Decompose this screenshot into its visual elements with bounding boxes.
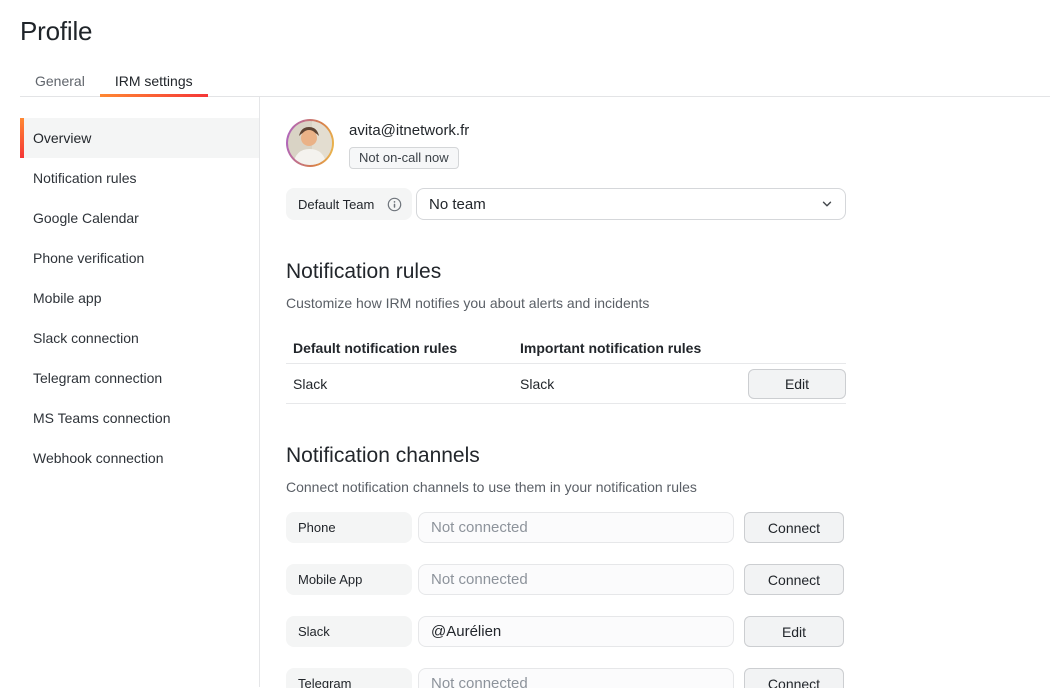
default-team-row: Default Team No team: [286, 188, 846, 220]
column-header-default: Default notification rules: [293, 339, 458, 356]
connect-telegram-button[interactable]: Connect: [744, 668, 844, 688]
avatar: [286, 119, 334, 167]
channel-label: Mobile App: [286, 564, 412, 595]
sidebar-item-slack-connection[interactable]: Slack connection: [20, 318, 259, 358]
sidebar-item-ms-teams-connection[interactable]: MS Teams connection: [20, 398, 259, 438]
notification-rules-table: Default notification rules Important not…: [286, 332, 846, 404]
sidebar-item-label: Telegram connection: [33, 370, 163, 386]
default-team-label: Default Team: [298, 196, 375, 212]
channel-label: Phone: [286, 512, 412, 543]
user-info-row: avita@itnetwork.fr Not on-call now: [286, 119, 846, 169]
connect-mobile-app-button[interactable]: Connect: [744, 564, 844, 595]
notification-rules-subtitle: Customize how IRM notifies you about ale…: [286, 295, 650, 311]
notification-channels-subtitle: Connect notification channels to use the…: [286, 479, 697, 495]
oncall-status-badge: Not on-call now: [349, 147, 459, 169]
sidebar-item-phone-verification[interactable]: Phone verification: [20, 238, 259, 278]
channel-label: Telegram: [286, 668, 412, 688]
channel-row-slack: Slack @Aurélien Edit: [286, 616, 846, 647]
edit-slack-button[interactable]: Edit: [744, 616, 844, 647]
team-select[interactable]: No team: [416, 188, 846, 220]
notification-channels-section: Notification channels Connect notificati…: [286, 442, 846, 688]
sidebar-item-telegram-connection[interactable]: Telegram connection: [20, 358, 259, 398]
page-header: Profile: [0, 0, 1050, 46]
tab-irm-settings[interactable]: IRM settings: [99, 66, 208, 97]
channel-status-field: Not connected: [418, 512, 734, 543]
notification-channels-title: Notification channels: [286, 444, 480, 467]
channel-row-phone: Phone Not connected Connect: [286, 512, 846, 543]
sidebar-item-notification-rules[interactable]: Notification rules: [20, 158, 259, 198]
edit-rules-button[interactable]: Edit: [748, 368, 846, 399]
sidebar-item-label: Overview: [33, 130, 92, 146]
rules-table-row: Slack Slack Edit: [286, 364, 846, 404]
avatar-photo: [288, 121, 332, 165]
sidebar-item-label: Google Calendar: [33, 210, 139, 226]
tab-irm-settings-label: IRM settings: [114, 73, 193, 89]
sidebar-item-google-calendar[interactable]: Google Calendar: [20, 198, 259, 238]
sidebar-item-label: Slack connection: [33, 330, 139, 346]
content-area: Overview Notification rules Google Calen…: [20, 97, 1050, 688]
info-icon[interactable]: [387, 197, 402, 212]
rules-table-header: Default notification rules Important not…: [286, 332, 846, 364]
channel-row-mobile-app: Mobile App Not connected Connect: [286, 564, 846, 595]
main-panel: avita@itnetwork.fr Not on-call now Defau…: [260, 97, 1050, 688]
team-select-value: No team: [429, 195, 486, 213]
sidebar-item-mobile-app[interactable]: Mobile app: [20, 278, 259, 318]
sidebar-item-label: Notification rules: [33, 170, 137, 186]
sidebar-item-label: Phone verification: [33, 250, 145, 266]
default-rule-value: Slack: [293, 375, 328, 392]
channel-status-field: Not connected: [418, 564, 734, 595]
channel-status-field: Not connected: [418, 668, 734, 688]
important-rule-value: Slack: [520, 375, 555, 392]
channel-label: Slack: [286, 616, 412, 647]
channels-list: Phone Not connected Connect Mobile App N…: [286, 512, 846, 688]
notification-rules-section: Notification rules Customize how IRM not…: [286, 258, 846, 404]
connect-phone-button[interactable]: Connect: [744, 512, 844, 543]
tab-general-label: General: [35, 73, 85, 89]
notification-rules-title: Notification rules: [286, 260, 442, 283]
user-meta: avita@itnetwork.fr Not on-call now: [349, 119, 469, 169]
channel-row-telegram: Telegram Not connected Connect: [286, 668, 846, 688]
channel-status-field: @Aurélien: [418, 616, 734, 647]
sidebar-item-label: Mobile app: [33, 290, 102, 306]
sidebar-item-label: Webhook connection: [33, 450, 164, 466]
chevron-down-icon: [821, 198, 833, 210]
column-header-important: Important notification rules: [520, 339, 702, 356]
page-title: Profile: [20, 16, 93, 46]
tab-general[interactable]: General: [20, 66, 100, 96]
sidebar-item-overview[interactable]: Overview: [20, 118, 259, 158]
default-team-label-box: Default Team: [286, 188, 412, 220]
settings-sidebar: Overview Notification rules Google Calen…: [20, 97, 260, 687]
sidebar-item-webhook-connection[interactable]: Webhook connection: [20, 438, 259, 478]
tab-bar: General IRM settings: [20, 66, 1050, 97]
sidebar-item-label: MS Teams connection: [33, 410, 171, 426]
user-email: avita@itnetwork.fr: [349, 122, 470, 139]
